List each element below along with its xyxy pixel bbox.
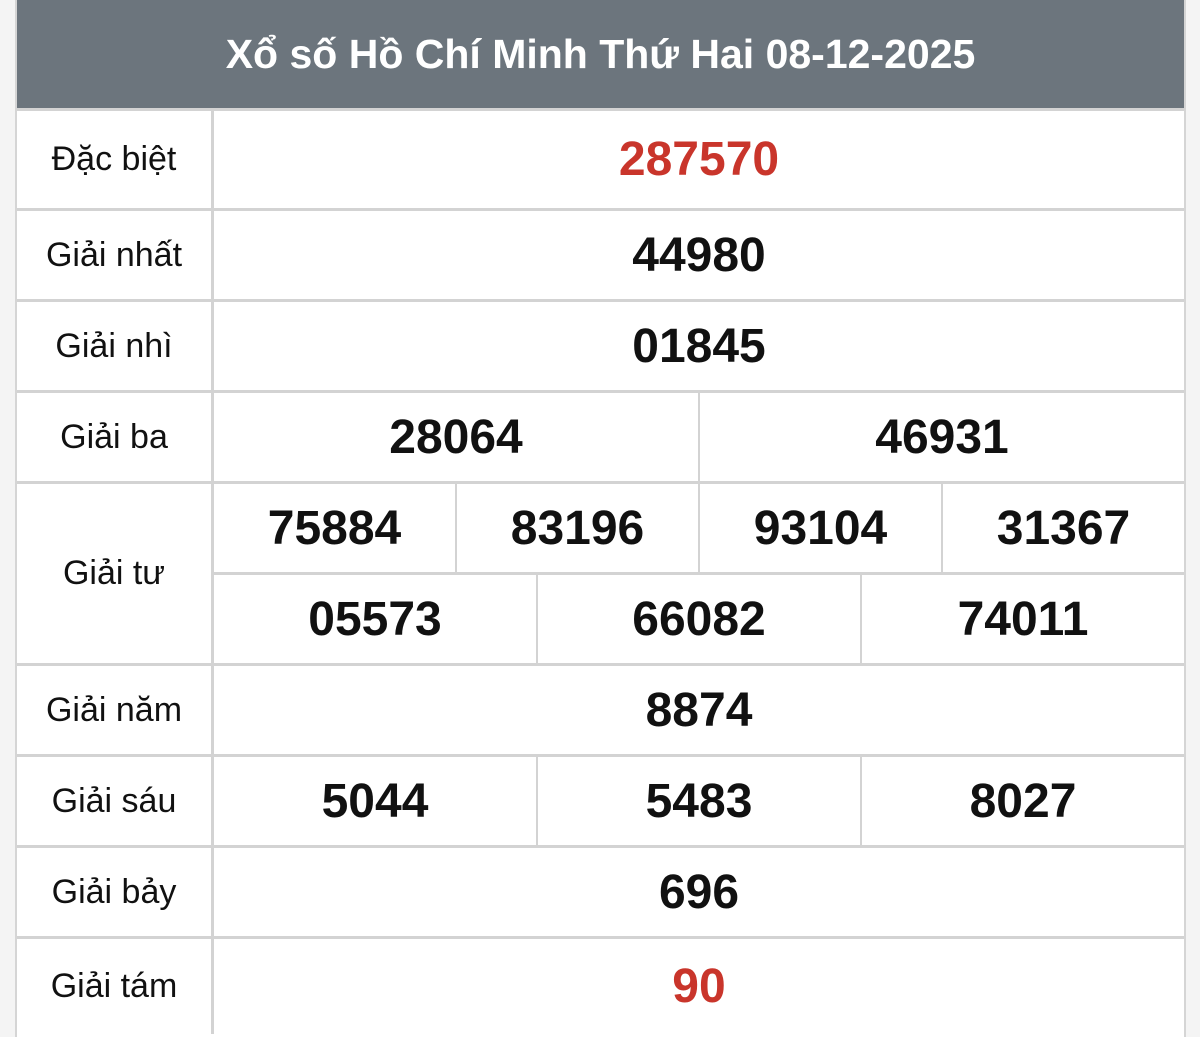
prize-number: 8874: [645, 683, 753, 737]
prize-number-row: 696: [214, 848, 1184, 936]
prize-number: 75884: [267, 501, 402, 555]
prize-label: Giải ba: [17, 393, 214, 481]
prize-number-row: 01845: [214, 302, 1184, 390]
prize-row-third: Giải ba 28064 46931: [17, 390, 1184, 481]
prize-label: Giải tám: [17, 939, 214, 1034]
prize-number-row: 44980: [214, 211, 1184, 299]
prize-label: Đặc biệt: [17, 111, 214, 208]
prize-number: 28064: [389, 410, 523, 464]
prize-label: Giải tư: [17, 484, 214, 663]
prize-number: 5483: [536, 757, 860, 845]
prize-number-row: 28064 46931: [214, 393, 1184, 481]
prize-row-first: Giải nhất 44980: [17, 208, 1184, 299]
prize-number: 74011: [860, 575, 1184, 663]
prize-row-fifth: Giải năm 8874: [17, 663, 1184, 754]
prize-number-row: 287570: [214, 111, 1184, 208]
prize-row-special: Đặc biệt 287570: [17, 108, 1184, 208]
prize-label: Giải năm: [17, 666, 214, 754]
prize-number: 696: [658, 865, 740, 919]
prize-number: 8027: [860, 757, 1184, 845]
prize-number: 31367: [941, 484, 1184, 572]
prize-row-sixth: Giải sáu 5044 5483 8027: [17, 754, 1184, 845]
prize-number: 90: [672, 960, 726, 1013]
prize-number: 93104: [698, 484, 941, 572]
prize-number: 5044: [321, 774, 429, 828]
prize-number-row: 5044 5483 8027: [214, 757, 1184, 845]
prize-row-eighth: Giải tám 90: [17, 936, 1184, 1034]
prize-number: 01845: [632, 319, 766, 373]
prize-number: 46931: [698, 393, 1184, 481]
prize-number-row: 90: [214, 939, 1184, 1034]
prize-label: Giải sáu: [17, 757, 214, 845]
prize-number: 83196: [455, 484, 698, 572]
prize-label: Giải bảy: [17, 848, 214, 936]
prize-number-row: 8874: [214, 666, 1184, 754]
lottery-results-table: Xổ số Hồ Chí Minh Thứ Hai 08-12-2025 Đặc…: [15, 0, 1186, 1037]
prize-row-second: Giải nhì 01845: [17, 299, 1184, 390]
prize-number: 287570: [618, 133, 780, 186]
prize-number: 44980: [632, 228, 766, 282]
prize-label: Giải nhì: [17, 302, 214, 390]
prize-row-seventh: Giải bảy 696: [17, 845, 1184, 936]
prize-number-row: 75884 83196 93104 31367: [214, 484, 1184, 572]
table-title: Xổ số Hồ Chí Minh Thứ Hai 08-12-2025: [17, 0, 1184, 108]
prize-number: 66082: [536, 575, 860, 663]
prize-number: 05573: [308, 592, 442, 646]
prize-row-fourth: Giải tư 75884 83196 93104 31367 05573 66082 740…: [17, 481, 1184, 663]
prize-label: Giải nhất: [17, 211, 214, 299]
prize-number-row: 05573 66082 74011: [214, 572, 1184, 663]
